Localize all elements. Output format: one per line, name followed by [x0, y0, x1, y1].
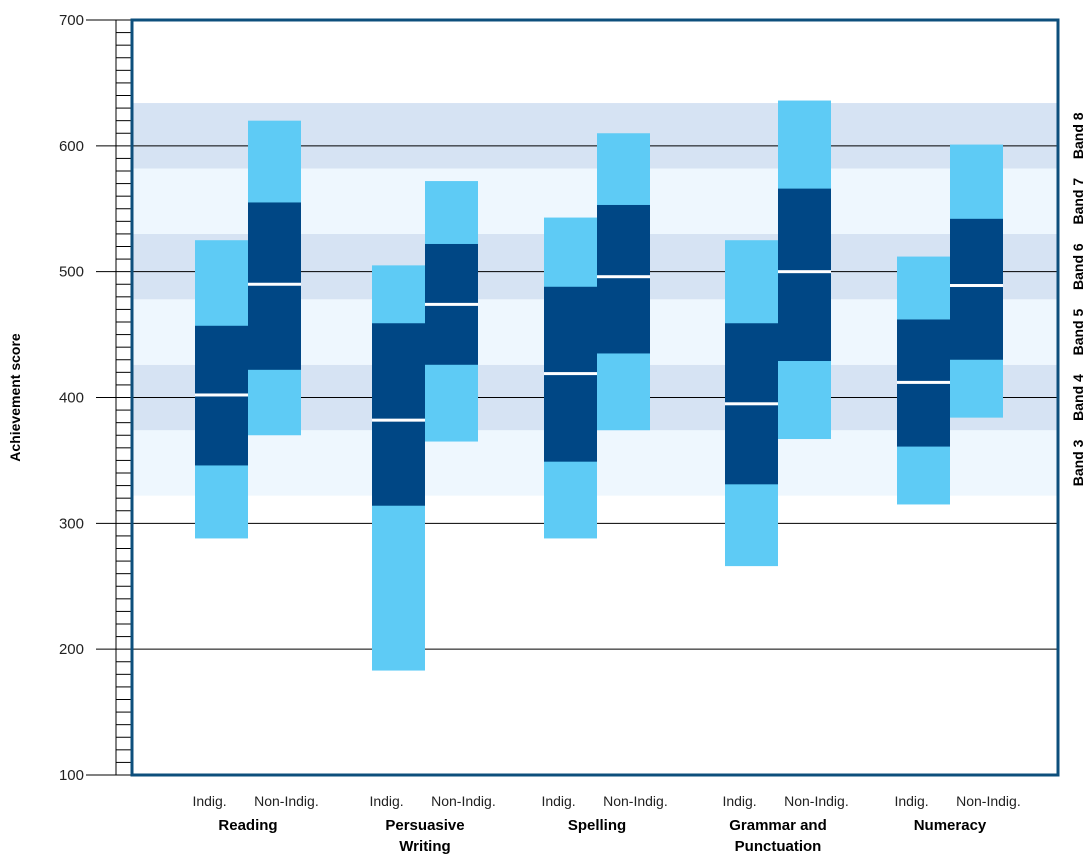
y-tick-label: 400 [59, 390, 84, 407]
y-axis: 100 200 300 400 500 600 700 [59, 12, 132, 784]
category-label: Numeracy [914, 817, 987, 834]
group-label: Non-Indig. [431, 793, 496, 809]
mean-line-grammar-and-punctuation-indig [725, 402, 778, 406]
mean-line-persuasive-writing-indig [372, 418, 425, 422]
mean-line-spelling-non-indig [597, 275, 650, 279]
inner-range-persuasive-writing-indig [372, 323, 425, 506]
inner-range-spelling-non-indig [597, 204, 650, 354]
group-label: Indig. [894, 793, 928, 809]
mean-line-spelling-indig [544, 372, 597, 376]
group-label: Non-Indig. [784, 793, 849, 809]
y-tick-label: 100 [59, 767, 84, 784]
category-label: Punctuation [735, 838, 822, 854]
band-label: Band 8 [1070, 112, 1086, 159]
group-label: Indig. [722, 793, 756, 809]
band-label: Band 5 [1070, 309, 1086, 356]
mean-line-grammar-and-punctuation-non-indig [778, 270, 831, 274]
y-tick-label: 700 [59, 12, 84, 29]
inner-range-numeracy-non-indig [950, 218, 1003, 360]
band-label: Band 3 [1070, 439, 1086, 486]
category-label: Reading [218, 817, 277, 834]
group-label: Indig. [369, 793, 403, 809]
mean-line-numeracy-non-indig [950, 284, 1003, 288]
band-labels: Band 3 Band 4 Band 5 Band 6 Band 7 Band 8 [1070, 112, 1086, 486]
mean-line-persuasive-writing-non-indig [425, 302, 478, 306]
inner-range-reading-non-indig [248, 202, 301, 370]
y-axis-title: Achievement score [7, 333, 23, 462]
y-tick-label: 500 [59, 264, 84, 281]
group-label: Non-Indig. [956, 793, 1021, 809]
mean-line-reading-indig [195, 393, 248, 397]
group-label: Indig. [192, 793, 226, 809]
band-label: Band 6 [1070, 243, 1086, 290]
band-label: Band 7 [1070, 178, 1086, 225]
band-label: Band 4 [1070, 374, 1086, 421]
category-label: Persuasive [385, 817, 464, 834]
y-tick-label: 300 [59, 515, 84, 532]
mean-line-numeracy-indig [897, 380, 950, 384]
plot-frame [130, 18, 1060, 777]
category-label: Writing [399, 838, 450, 854]
inner-range-grammar-and-punctuation-non-indig [778, 188, 831, 362]
y-tick-label: 600 [59, 138, 84, 155]
category-label: Spelling [568, 817, 626, 834]
group-label: Indig. [541, 793, 575, 809]
y-tick-label: 200 [59, 641, 84, 658]
group-label: Non-Indig. [603, 793, 668, 809]
x-axis-labels: Indig. Non-Indig. Reading Indig. Non-Indig. P… [192, 793, 1020, 854]
bars [195, 100, 1003, 671]
group-label: Non-Indig. [254, 793, 319, 809]
category-label: Grammar and [729, 817, 827, 834]
mean-line-reading-non-indig [248, 282, 301, 286]
